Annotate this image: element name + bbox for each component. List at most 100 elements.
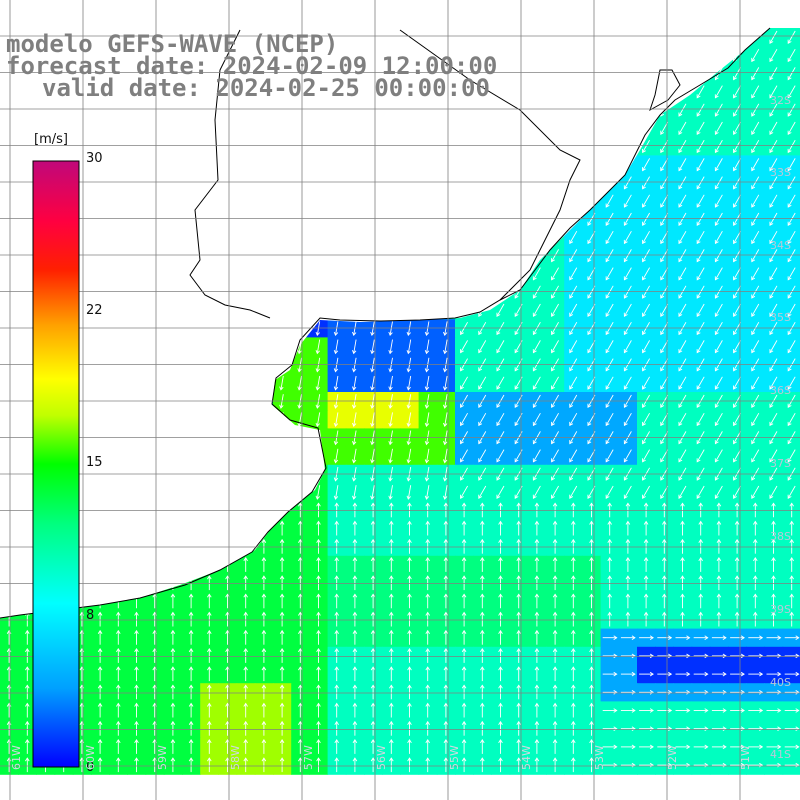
wind-arrow [351, 412, 357, 428]
wind-arrow [478, 340, 487, 354]
wind-arrow [751, 249, 760, 263]
wind-arrow [642, 340, 650, 354]
wind-arrow [696, 176, 705, 190]
wind-arrow [751, 103, 760, 117]
wind-arrow [696, 103, 705, 117]
wind-arrow [769, 212, 778, 226]
lon-label: 56W [375, 745, 388, 770]
wind-arrow [769, 249, 778, 263]
wind-arrow [460, 412, 468, 427]
wind-arrow [642, 267, 650, 281]
wind-arrow [769, 85, 778, 99]
lon-label: 59W [156, 745, 169, 770]
wind-arrow [714, 340, 723, 354]
colorbar-tick: 30 [86, 151, 103, 166]
wind-arrow [733, 376, 741, 390]
wind-arrow [551, 267, 559, 281]
lat-label: 36S [770, 384, 791, 397]
wind-arrow [733, 230, 741, 245]
wind-arrow [605, 212, 614, 226]
wind-arrow [769, 103, 778, 117]
wind-arrow [733, 267, 741, 281]
wind-arrow [551, 303, 559, 317]
wind-arrow [333, 412, 339, 428]
wind-arrow [733, 249, 741, 263]
wind-arrow [751, 48, 760, 63]
wind-arrow [678, 412, 687, 427]
wind-arrow [733, 212, 741, 226]
wind-arrow [787, 249, 796, 263]
wind-arrow [388, 375, 393, 391]
wind-arrow [333, 339, 339, 355]
wind-arrow [297, 375, 302, 391]
wind-arrow [642, 303, 650, 317]
wind-arrow [569, 249, 578, 263]
wind-arrow [623, 303, 632, 317]
wind-arrow [714, 194, 723, 208]
lat-label: 34S [770, 239, 791, 252]
wind-arrow [787, 103, 796, 117]
wind-arrow [460, 340, 468, 354]
wind-arrow [751, 212, 760, 226]
wind-arrow [678, 376, 687, 390]
lat-label: 41S [770, 748, 791, 761]
lon-label: 55W [448, 745, 461, 770]
wind-arrow [751, 121, 760, 135]
wind-arrow [733, 85, 741, 99]
wind-arrow [787, 376, 796, 390]
wind-arrow [442, 375, 448, 391]
wind-arrow [678, 158, 687, 172]
wind-arrow [333, 375, 339, 391]
wind-arrow [678, 121, 687, 135]
wind-arrow [787, 194, 796, 208]
wind-arrow [678, 103, 687, 117]
wind-arrow [678, 194, 687, 208]
wind-arrow [769, 412, 778, 427]
wind-arrow [787, 85, 796, 99]
wind-arrow [370, 412, 375, 428]
wind-arrow [751, 303, 760, 317]
wind-arrow [733, 176, 741, 190]
lon-label: 60W [84, 745, 97, 770]
wind-arrow [351, 375, 357, 391]
wind-arrow [714, 249, 723, 263]
wind-arrow [315, 339, 321, 355]
wind-arrow [751, 340, 760, 354]
wind-arrow [714, 212, 723, 226]
wind-arrow [678, 139, 687, 154]
title-valid-date: valid date: 2024-02-25 00:00:00 [42, 74, 490, 102]
wind-arrow [714, 303, 723, 317]
wind-arrow [569, 412, 578, 427]
wind-arrow [370, 375, 375, 391]
wind-arrow [623, 340, 632, 354]
wind-arrow [623, 194, 632, 208]
wind-arrow [769, 303, 778, 317]
wind-arrow [406, 375, 412, 391]
wind-arrow [769, 340, 778, 354]
lon-label: 51W [739, 745, 752, 770]
lat-label: 40S [770, 676, 791, 689]
wind-arrow [714, 158, 723, 172]
colorbar [32, 160, 80, 768]
wind-arrow [733, 340, 741, 354]
wind-arrow [751, 67, 760, 81]
wind-arrow [605, 194, 614, 208]
colorbar-tick: 8 [86, 608, 95, 623]
wind-arrow [569, 303, 578, 317]
wind-arrow [751, 176, 760, 190]
wind-arrow [678, 340, 687, 354]
wind-arrow [769, 139, 778, 154]
wind-arrow [551, 376, 559, 390]
wind-arrow [642, 412, 650, 427]
wind-arrow [605, 412, 614, 427]
wind-arrow [388, 339, 393, 355]
wind-arrow [315, 412, 321, 428]
wind-arrow [678, 267, 687, 281]
wind-arrow [605, 340, 614, 354]
wind-arrow [406, 339, 412, 355]
lon-label: 61W [10, 745, 23, 770]
wind-arrow [751, 139, 760, 154]
wind-arrow [733, 194, 741, 208]
wind-arrow [787, 30, 796, 44]
